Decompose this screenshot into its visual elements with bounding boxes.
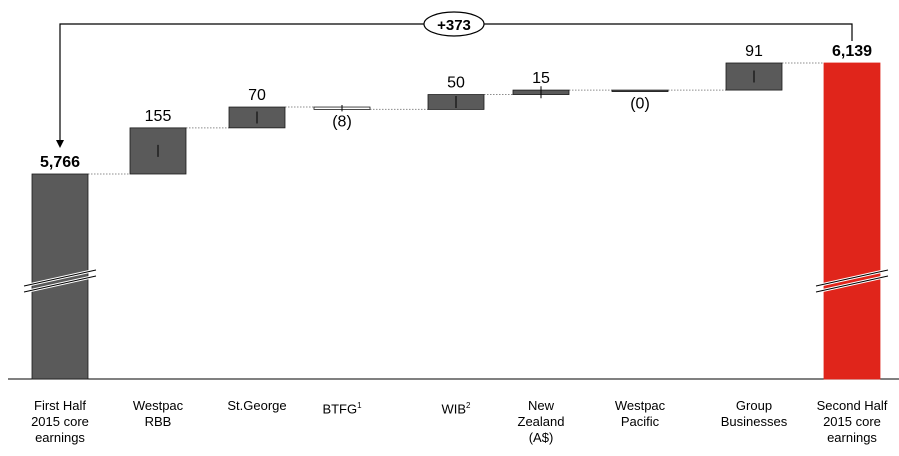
bar-value-label: 91 <box>745 43 763 60</box>
axis-break-mark <box>815 269 889 287</box>
category-label: Westpac Pacific <box>595 398 685 430</box>
bar-value-label: 5,766 <box>40 154 80 171</box>
bar-value-label: 70 <box>248 87 266 104</box>
category-label: WIB2 <box>411 398 501 417</box>
category-label: BTFG1 <box>297 398 387 417</box>
category-label-line: 2015 core <box>823 414 881 429</box>
category-label-line: Zealand <box>517 414 565 429</box>
bar <box>611 89 669 92</box>
category-label-line: Pacific <box>620 414 660 429</box>
footnote-marker: 2 <box>466 401 471 410</box>
category-label-line: First Half <box>34 398 86 413</box>
category-label-line: Group <box>735 398 773 413</box>
axis-break-mark <box>23 269 97 287</box>
category-label-line: Businesses <box>720 414 788 429</box>
bar-value-label: (0) <box>630 96 650 113</box>
axis-break-mark <box>815 275 889 293</box>
category-label: Second Half 2015 core earnings <box>807 398 897 446</box>
footnote-marker: 1 <box>357 401 362 410</box>
category-label: New Zealand (A$) <box>496 398 586 446</box>
category-label-line: Westpac <box>132 398 184 413</box>
category-label: First Half 2015 core earnings <box>15 398 105 446</box>
bar <box>823 62 881 380</box>
bar-value-label: 6,139 <box>832 43 872 60</box>
category-label-line: earnings <box>35 430 85 445</box>
category-label-line: Second Half <box>816 398 888 413</box>
bar-value-label: (8) <box>332 113 352 130</box>
category-label-line: New <box>527 398 554 413</box>
category-label-line: (A$) <box>528 430 554 445</box>
category-label-line: Westpac <box>614 398 666 413</box>
change-ellipse <box>423 11 485 37</box>
bar-value-label: 155 <box>145 108 172 125</box>
category-label-line: earnings <box>827 430 877 445</box>
category-label: Group Businesses <box>709 398 799 430</box>
category-label-line: St.George <box>227 398 287 413</box>
arrow-head-icon <box>56 140 64 148</box>
change-annotation-label: +373 <box>437 17 471 34</box>
category-label-line: WIB2 <box>441 401 471 417</box>
category-label-line: RBB <box>144 414 172 429</box>
bar-value-label: 50 <box>447 75 465 92</box>
category-label: St.George <box>212 398 302 414</box>
category-label: Westpac RBB <box>113 398 203 430</box>
bar <box>725 62 783 91</box>
bar-value-label: 15 <box>532 70 550 87</box>
category-label-line: BTFG1 <box>322 401 362 417</box>
axis-break-mark <box>23 275 97 293</box>
category-label-line: 2015 core <box>31 414 89 429</box>
